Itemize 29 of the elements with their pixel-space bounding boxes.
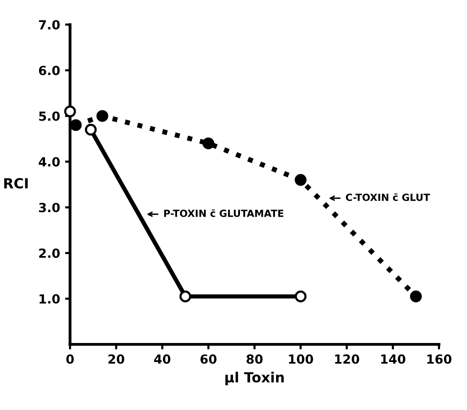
y-tick-label: 7.0 [39,20,60,30]
point [84,124,97,136]
point [202,137,214,150]
x-tick-label: 160 [427,354,452,364]
y-tick-label: 5.0 [39,111,60,121]
point [294,174,307,186]
x-tick-label: 40 [154,354,170,364]
x-tick-label: 100 [288,354,314,364]
point [70,119,82,132]
point [179,290,192,302]
x-tick-label: 0 [66,354,74,364]
point [96,110,108,122]
y-tick-label: 6.0 [38,66,60,76]
y-tick-label: 1.0 [40,294,60,304]
x-axis-title: µl Toxin [225,372,284,386]
annotation: C-TOXIN c̄ GLUT [346,194,430,202]
x-tick-label: 140 [381,354,406,364]
point [64,105,76,118]
x-tick-label: 20 [108,354,124,364]
y-tick-label: 4.0 [38,157,60,167]
annotation: P-TOXIN c̄ GLUTAMATE [164,209,284,218]
x-tick-label: 80 [246,354,263,364]
x-tick-label: 60 [200,354,216,364]
x-tick-label: 120 [335,354,360,364]
point [410,290,422,302]
y-tick-label: 3.0 [39,202,60,212]
y-tick-label: 2.0 [39,248,60,258]
point [294,290,307,302]
y-axis-title: RCI [4,178,28,189]
